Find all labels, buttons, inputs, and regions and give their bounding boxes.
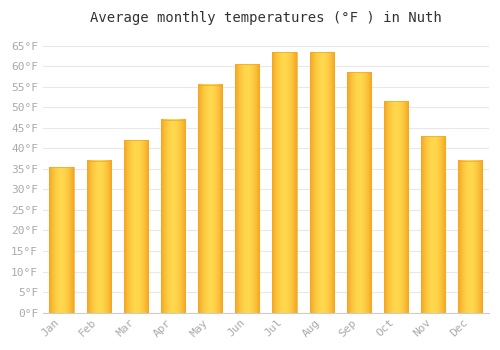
Bar — [421, 136, 445, 313]
Bar — [458, 161, 482, 313]
Bar — [124, 140, 148, 313]
Bar — [198, 85, 222, 313]
Title: Average monthly temperatures (°F ) in Nuth: Average monthly temperatures (°F ) in Nu… — [90, 11, 442, 25]
Bar — [384, 101, 408, 313]
Bar — [310, 52, 334, 313]
Bar — [347, 72, 371, 313]
Bar — [161, 119, 185, 313]
Bar — [50, 167, 74, 313]
Bar — [86, 161, 111, 313]
Bar — [236, 64, 260, 313]
Bar — [272, 52, 296, 313]
